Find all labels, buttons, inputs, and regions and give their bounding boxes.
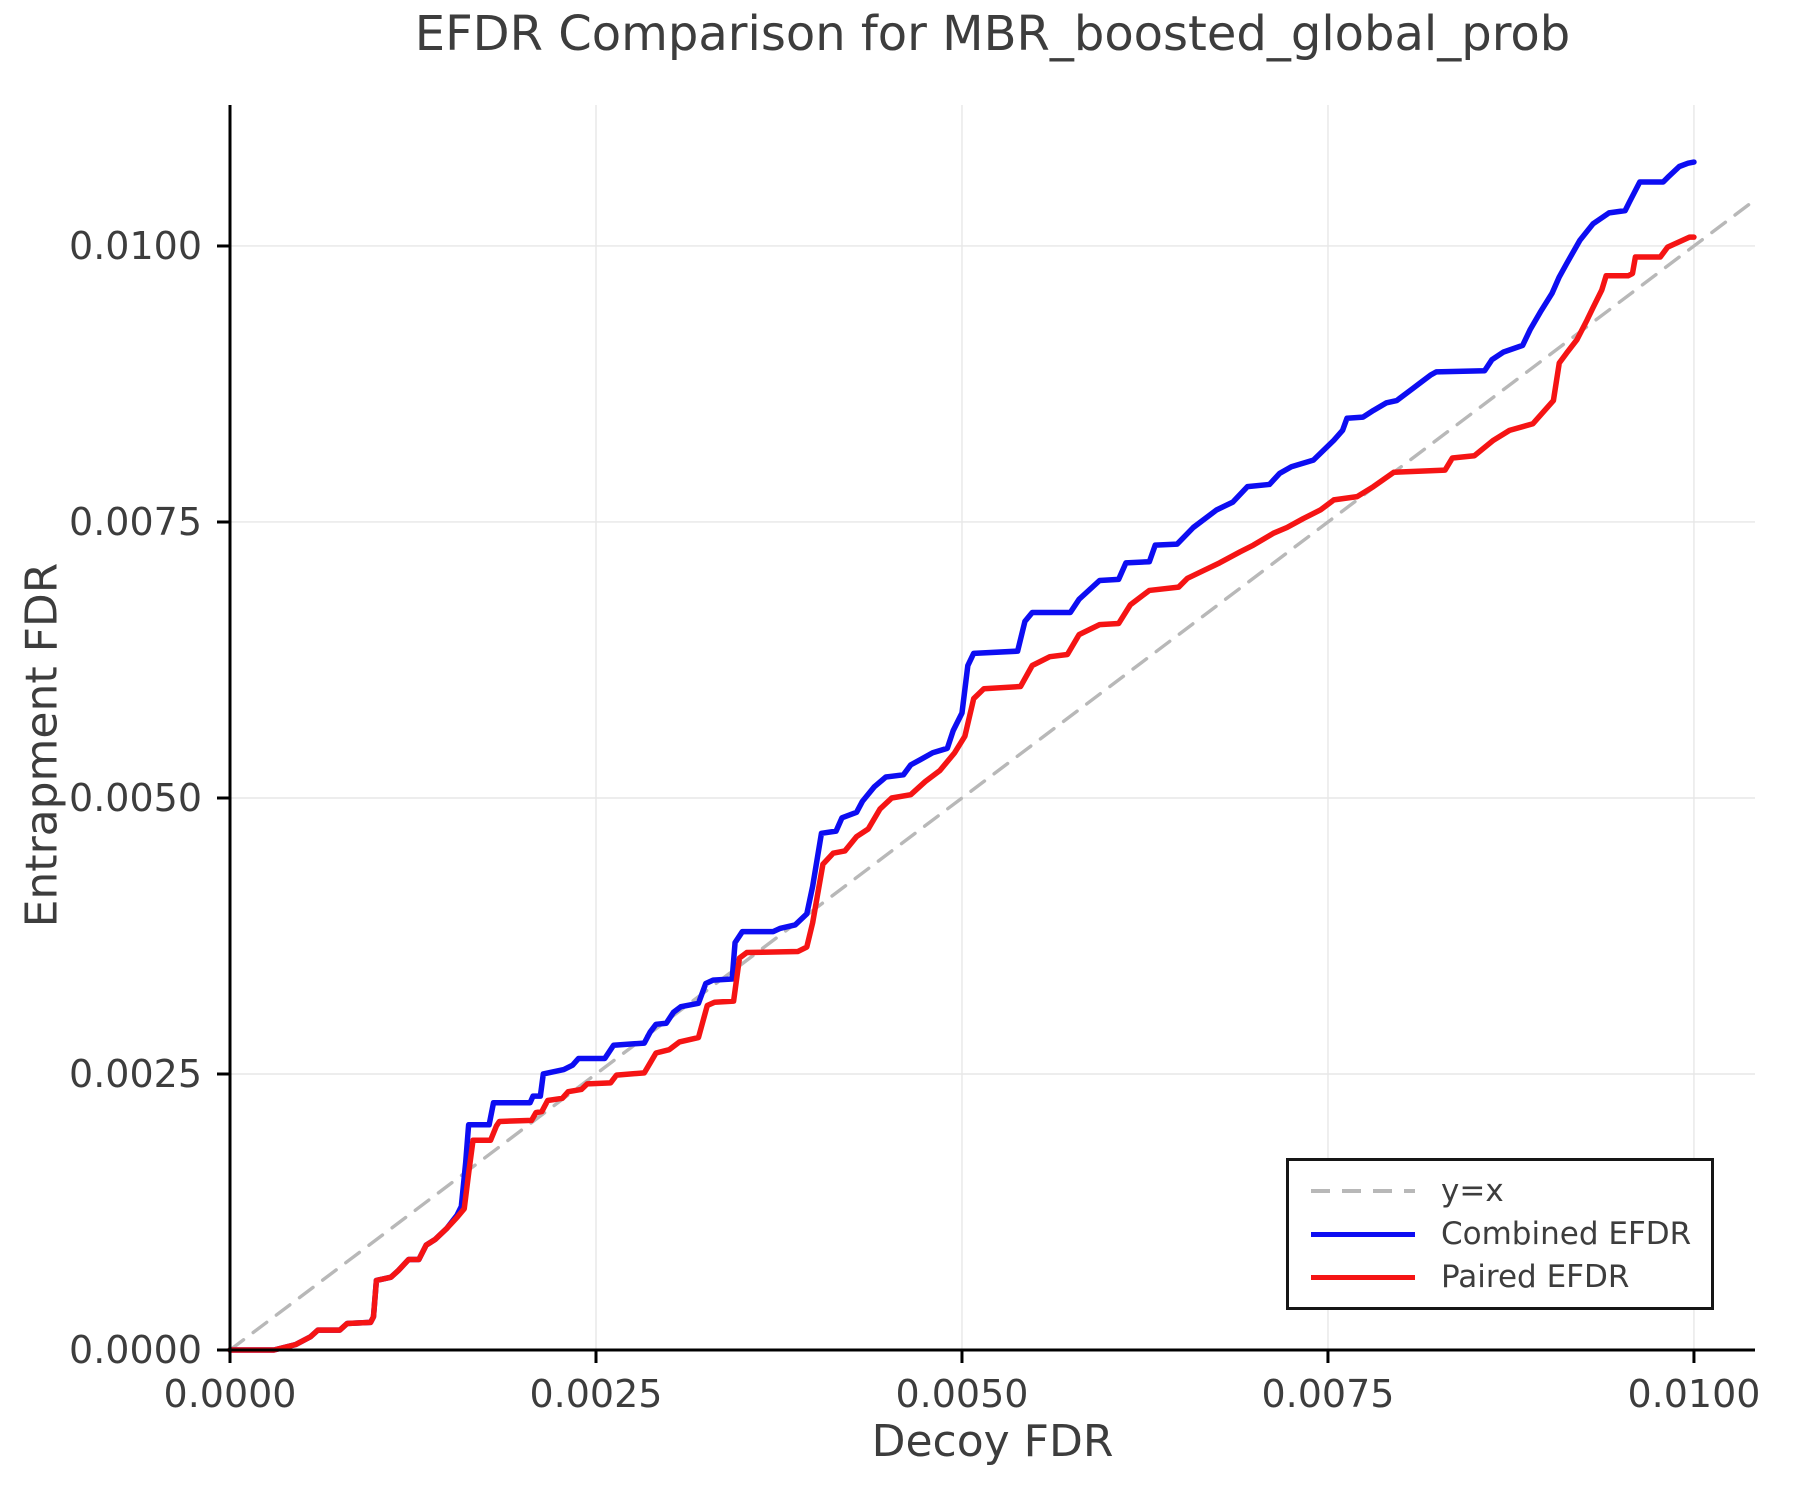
x-axis-label: Decoy FDR	[871, 1416, 1114, 1467]
x-tick-label: 0.0000	[164, 1372, 297, 1416]
legend-entry-identity: y=x	[1311, 1174, 1711, 1208]
x-tick-label: 0.0050	[895, 1372, 1028, 1416]
legend-label: Combined EFDR	[1441, 1215, 1692, 1252]
legend-entry-combined: Combined EFDR	[1311, 1217, 1711, 1251]
legend-entry-paired: Paired EFDR	[1311, 1260, 1711, 1294]
x-tick-label: 0.0075	[1261, 1372, 1394, 1416]
chart-title: EFDR Comparison for MBR_boosted_global_p…	[414, 6, 1571, 62]
series-combined-efdr	[227, 159, 1697, 1353]
y-tick-label: 0.0000	[69, 1328, 202, 1372]
y-tick-label: 0.0075	[69, 500, 202, 544]
series-paired-efdr	[227, 234, 1697, 1353]
paired-efdr-line-sample	[1311, 1274, 1415, 1280]
legend-label: Paired EFDR	[1441, 1259, 1630, 1296]
y-tick-label: 0.0100	[69, 224, 202, 268]
identity-line-sample	[1311, 1188, 1415, 1193]
legend-label: y=x	[1441, 1172, 1504, 1209]
combined-efdr-line-sample	[1311, 1231, 1415, 1237]
legend-box: y=x Combined EFDR Paired EFDR	[1286, 1158, 1714, 1310]
y-tick-label: 0.0050	[69, 776, 202, 820]
x-tick-label: 0.0100	[1627, 1372, 1760, 1416]
y-tick-label: 0.0025	[69, 1052, 202, 1096]
series-y-x	[228, 198, 1757, 1352]
x-tick-label: 0.0025	[530, 1372, 663, 1416]
